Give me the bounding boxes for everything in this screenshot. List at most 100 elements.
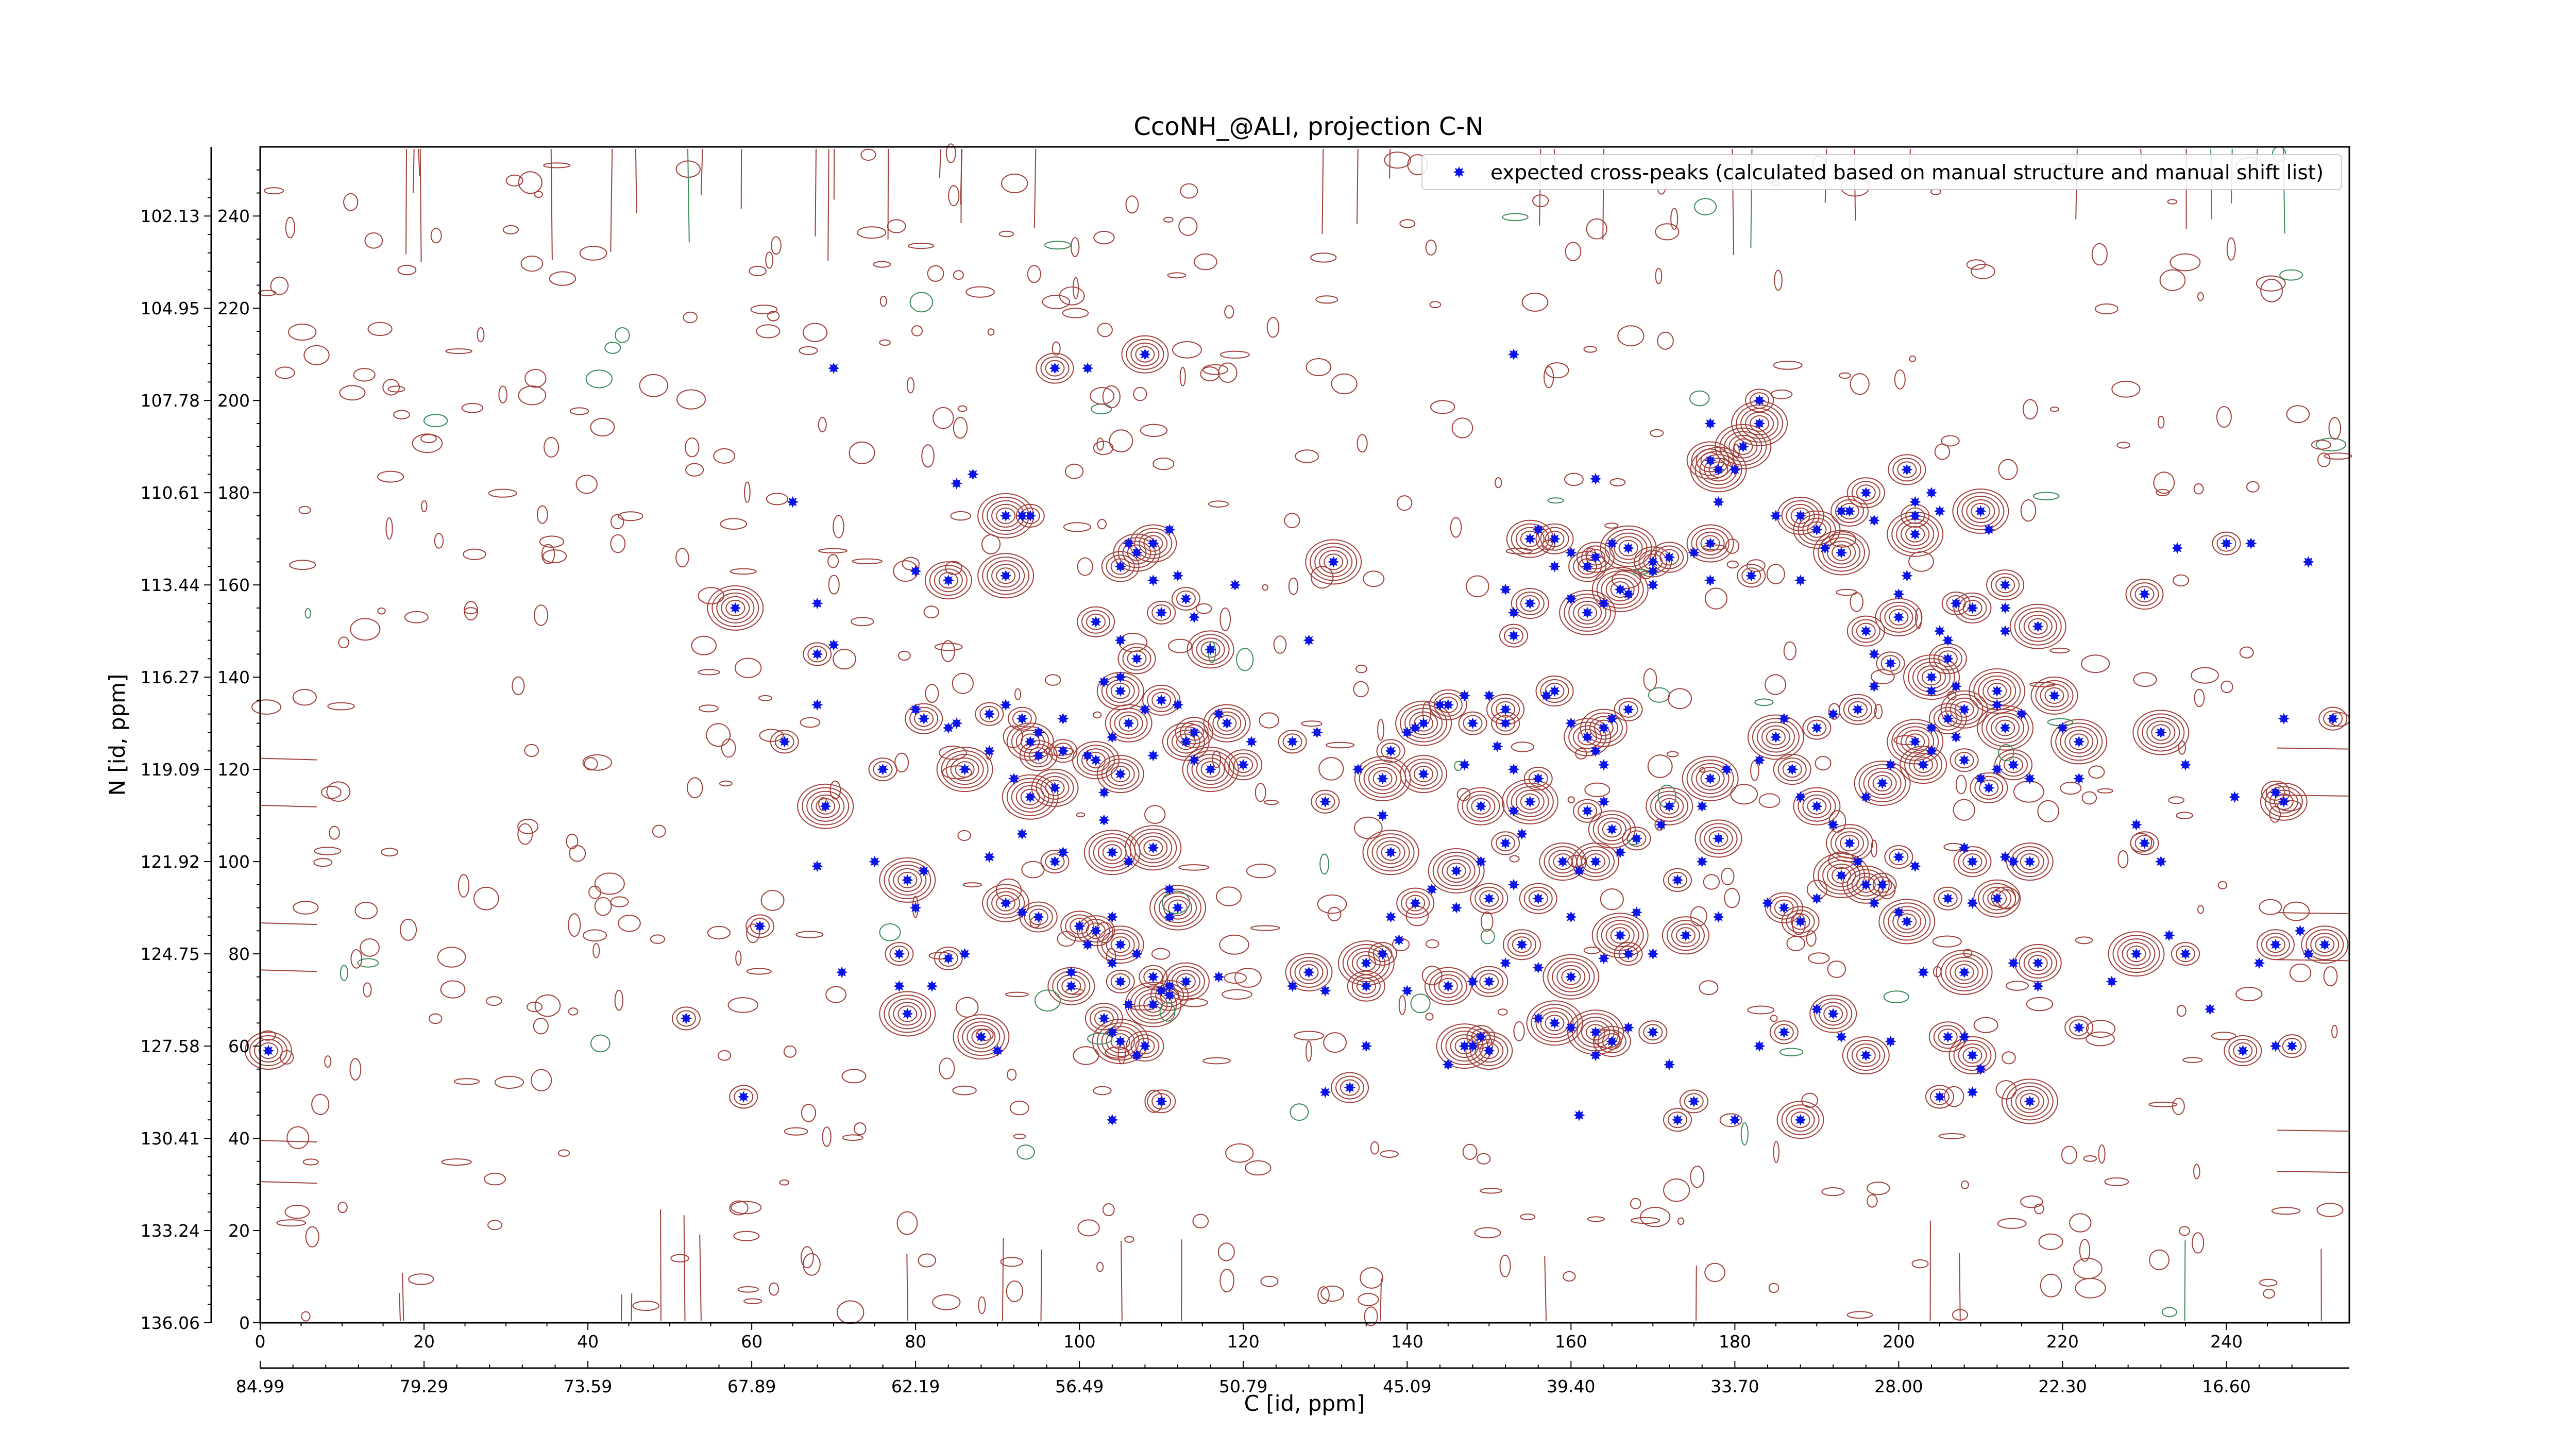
peak-contour-ring <box>1604 529 1652 567</box>
expected-cross-peak-marker <box>1606 537 1618 549</box>
peak-contour-ring <box>1368 767 1397 790</box>
expected-cross-peak-marker <box>2278 796 2290 808</box>
peak-contour-ring <box>1367 833 1415 872</box>
noise-contour <box>1426 939 1439 949</box>
expected-cross-peak-marker <box>1114 975 1126 988</box>
noise-contour <box>2331 1024 2338 1038</box>
peak-contour-ring <box>1596 916 1644 955</box>
edge-streak <box>1959 1253 1961 1321</box>
noise-contour <box>313 858 333 867</box>
expected-cross-peak-marker <box>1991 699 2003 711</box>
expected-cross-peak-marker <box>1450 865 1462 877</box>
edge-streak <box>827 148 829 261</box>
expected-cross-peak-marker <box>1163 989 1176 1001</box>
peak-contour-ring <box>1545 1015 1565 1032</box>
noise-contour <box>2328 417 2342 440</box>
peak-contour-ring <box>707 585 764 631</box>
expected-cross-peak-marker <box>1245 736 1258 748</box>
x-ppm-tick-label: 45.09 <box>1383 1376 1431 1396</box>
expected-cross-peak-marker <box>1958 1031 1970 1043</box>
expected-cross-peak-marker <box>1967 897 1978 909</box>
noise-contour <box>1502 213 1529 222</box>
noise-contour <box>2216 406 2232 428</box>
noise-contour <box>533 1018 549 1035</box>
noise-contour <box>276 1219 307 1227</box>
expected-cross-peak-marker <box>1360 980 1372 992</box>
noise-contour <box>1971 264 1995 279</box>
expected-cross-peak-marker <box>1622 1022 1634 1034</box>
noise-contour <box>1647 754 1673 778</box>
noise-contour <box>1747 1005 1775 1015</box>
expected-cross-peak-marker <box>1917 966 1929 979</box>
edge-streak <box>2277 1171 2349 1173</box>
expected-cross-peak-marker <box>1794 916 1806 928</box>
peak-contour-ring <box>1564 718 1612 756</box>
noise-contour <box>1027 265 1041 283</box>
expected-cross-peak-marker <box>1147 537 1159 549</box>
peak-contour-ring <box>1381 743 1401 760</box>
peak-contour-ring <box>1929 1088 1950 1105</box>
expected-cross-peak-marker <box>2179 759 2192 771</box>
peak-contour-ring <box>1696 767 1725 790</box>
expected-cross-peak-marker <box>1729 464 1741 476</box>
noise-contour <box>1425 239 1437 256</box>
expected-cross-peak-marker <box>1778 1026 1790 1038</box>
expected-cross-peak-marker <box>1057 713 1069 724</box>
noise-contour <box>1666 751 1679 757</box>
y-index-tick-label: 200 <box>217 391 250 411</box>
peak-contour-ring <box>1552 961 1590 992</box>
expected-cross-peak-marker <box>1073 920 1086 932</box>
expected-cross-peak-marker <box>1081 362 1094 374</box>
expected-cross-peak-marker <box>959 948 971 960</box>
expected-cross-peak-marker <box>1098 814 1110 826</box>
expected-cross-peak-marker <box>1049 782 1061 794</box>
expected-cross-peak-marker <box>1606 1035 1618 1048</box>
noise-contour <box>423 414 448 427</box>
x-index-tick-label: 200 <box>1883 1332 1915 1352</box>
peak-contour-ring <box>1904 749 1943 781</box>
expected-cross-peak-marker <box>1860 625 1872 637</box>
peak-contour-ring <box>1889 609 1909 626</box>
noise-contour <box>1670 208 1679 230</box>
noise-contour <box>2081 654 2110 673</box>
noise-contour <box>1259 712 1279 729</box>
noise-contour <box>934 643 963 651</box>
expected-cross-peak-marker <box>2073 736 2085 748</box>
peak-contour-ring <box>1142 684 1181 716</box>
noise-contour <box>517 823 533 845</box>
expected-cross-peak-marker <box>1106 731 1118 743</box>
expected-cross-peak-marker <box>909 565 922 577</box>
peak-contour-ring <box>1986 569 2025 601</box>
peak-contour-ring <box>1773 754 1811 785</box>
peak-contour-ring <box>1691 528 1730 559</box>
noise-contour <box>1721 867 1735 886</box>
peak-contour-ring <box>897 871 918 888</box>
peak-contour-ring <box>807 646 827 663</box>
peak-contour-ring <box>2050 719 2108 765</box>
expected-cross-peak-marker <box>1163 883 1176 896</box>
peak-contour-ring <box>1409 711 1438 735</box>
noise-contour <box>1096 437 1104 451</box>
x-axis-ppm: 84.99 79.29 73.59 67.89 62.19 56.49 50.79 45.09… <box>236 1361 2349 1396</box>
peak-contour-ring <box>1971 503 1991 519</box>
expected-cross-peak-marker <box>1516 938 1528 951</box>
peak-contour-ring <box>1659 798 1680 815</box>
expected-cross-peak-marker <box>1131 1049 1143 1062</box>
noise-contour <box>2170 253 2201 272</box>
noise-contour <box>1505 548 1533 554</box>
noise-contour <box>1690 1166 1705 1188</box>
expected-cross-peak-marker <box>909 902 922 914</box>
peak-contour-ring <box>1928 703 1967 734</box>
expected-cross-peak-marker <box>1704 772 1716 785</box>
noise-contour <box>518 385 547 406</box>
noise-contour <box>2040 1273 2062 1298</box>
peak-contour-ring <box>987 560 1025 592</box>
expected-cross-peak-marker <box>811 860 823 872</box>
peak-contour-ring <box>1851 1043 1880 1067</box>
peak-contour-ring <box>1028 908 1048 925</box>
peak-contour-ring <box>1096 755 1144 794</box>
expected-cross-peak-marker <box>1098 676 1110 688</box>
peak-contour-ring <box>2010 1086 2049 1117</box>
y-ppm-tick-label: 136.06 <box>141 1313 200 1333</box>
noise-contour <box>1829 531 1856 548</box>
